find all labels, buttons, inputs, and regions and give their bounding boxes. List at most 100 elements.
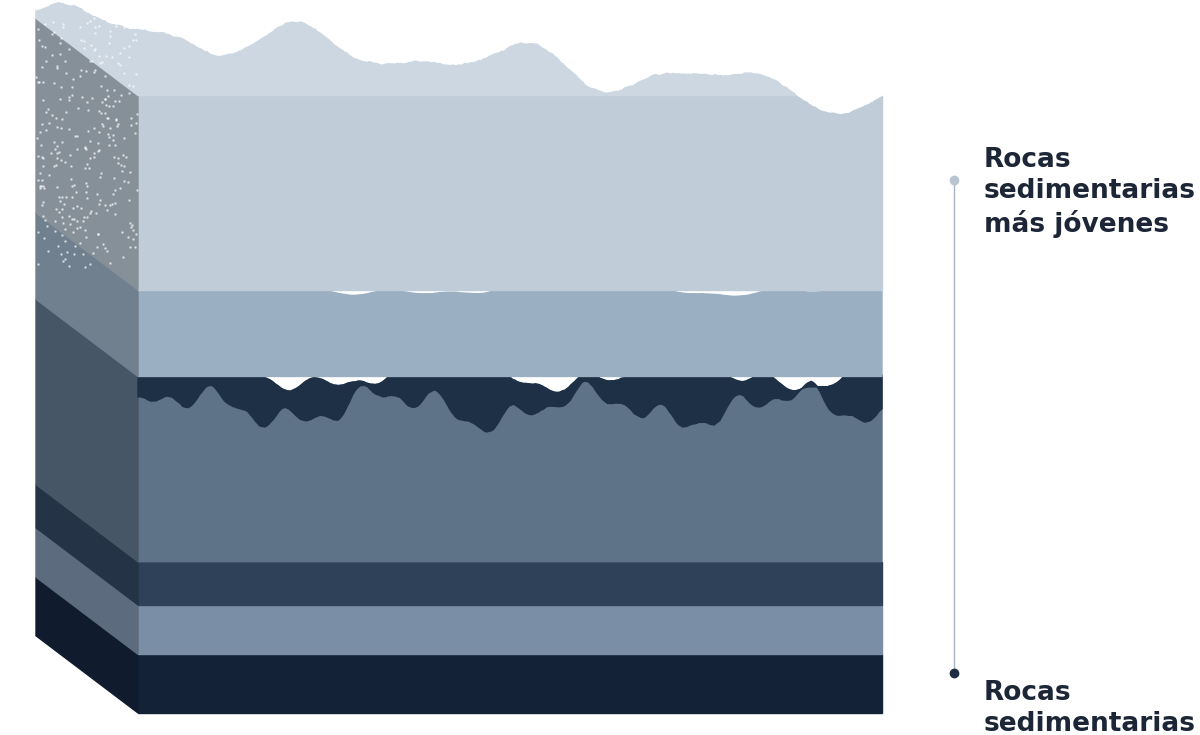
Point — [121, 119, 140, 131]
Point — [120, 18, 139, 29]
Point — [103, 189, 122, 201]
Point — [90, 171, 109, 183]
Point — [95, 93, 114, 105]
Point — [107, 120, 126, 132]
Point — [107, 115, 126, 126]
Point — [106, 184, 125, 196]
Point — [103, 15, 122, 27]
Polygon shape — [36, 484, 138, 605]
Point — [29, 76, 48, 87]
Point — [40, 117, 59, 129]
Point — [67, 222, 86, 234]
Point — [89, 21, 108, 32]
Point — [114, 176, 133, 187]
Point — [50, 154, 70, 165]
Point — [103, 101, 122, 112]
Point — [71, 35, 90, 46]
Point — [106, 197, 125, 209]
Point — [50, 49, 70, 60]
Point — [88, 188, 107, 200]
Point — [56, 67, 76, 79]
Point — [106, 113, 125, 125]
Point — [52, 229, 71, 240]
Point — [103, 134, 122, 146]
Point — [40, 169, 59, 181]
Point — [103, 129, 122, 141]
Point — [61, 173, 80, 184]
Point — [29, 226, 48, 238]
Point — [84, 151, 103, 163]
Point — [120, 21, 139, 32]
Point — [102, 198, 121, 210]
Point — [44, 160, 64, 172]
Point — [76, 143, 95, 154]
Point — [34, 153, 53, 165]
Point — [36, 54, 55, 66]
Point — [97, 84, 116, 96]
Point — [118, 176, 137, 188]
Point — [62, 213, 82, 225]
Point — [71, 21, 90, 33]
Point — [124, 80, 143, 92]
Point — [55, 254, 74, 265]
Point — [127, 184, 146, 196]
Point — [80, 258, 100, 270]
Point — [47, 121, 66, 133]
Point — [98, 129, 118, 140]
Point — [92, 118, 112, 130]
Point — [43, 110, 62, 121]
Point — [86, 207, 106, 219]
Point — [60, 123, 79, 135]
Polygon shape — [36, 213, 138, 376]
Point — [85, 27, 104, 39]
Point — [56, 106, 76, 118]
Point — [37, 124, 56, 136]
Point — [115, 21, 134, 32]
Point — [30, 34, 49, 46]
Point — [60, 210, 79, 222]
Point — [90, 198, 109, 209]
Point — [56, 191, 76, 203]
Point — [53, 255, 72, 267]
Point — [94, 121, 113, 132]
Point — [60, 260, 79, 272]
Point — [98, 112, 118, 124]
Point — [89, 144, 108, 156]
Point — [124, 223, 143, 235]
Point — [85, 43, 104, 54]
Point — [100, 122, 119, 134]
Point — [60, 149, 79, 161]
Point — [59, 43, 78, 55]
Point — [91, 107, 110, 118]
Point — [109, 118, 128, 130]
Point — [121, 166, 140, 178]
Point — [44, 215, 64, 226]
Point — [38, 245, 58, 257]
Point — [52, 32, 71, 44]
Polygon shape — [138, 284, 882, 376]
Point — [29, 259, 48, 270]
Point — [26, 71, 46, 83]
Point — [47, 152, 66, 164]
Point — [89, 229, 108, 240]
Point — [59, 92, 78, 104]
Point — [122, 220, 142, 232]
Point — [108, 152, 127, 164]
Point — [121, 112, 140, 124]
Point — [64, 226, 83, 237]
Point — [46, 225, 65, 237]
Point — [29, 174, 48, 186]
Point — [104, 151, 124, 163]
Point — [116, 151, 136, 163]
Point — [77, 65, 96, 76]
Point — [78, 192, 97, 204]
Point — [89, 126, 108, 137]
Point — [97, 245, 116, 257]
Point — [119, 231, 138, 243]
Point — [100, 140, 119, 151]
Text: Rocas
sedimentarias
más viejas: Rocas sedimentarias más viejas — [984, 680, 1196, 735]
Point — [91, 167, 110, 179]
Point — [34, 159, 53, 171]
Point — [77, 180, 96, 192]
Polygon shape — [36, 18, 138, 290]
